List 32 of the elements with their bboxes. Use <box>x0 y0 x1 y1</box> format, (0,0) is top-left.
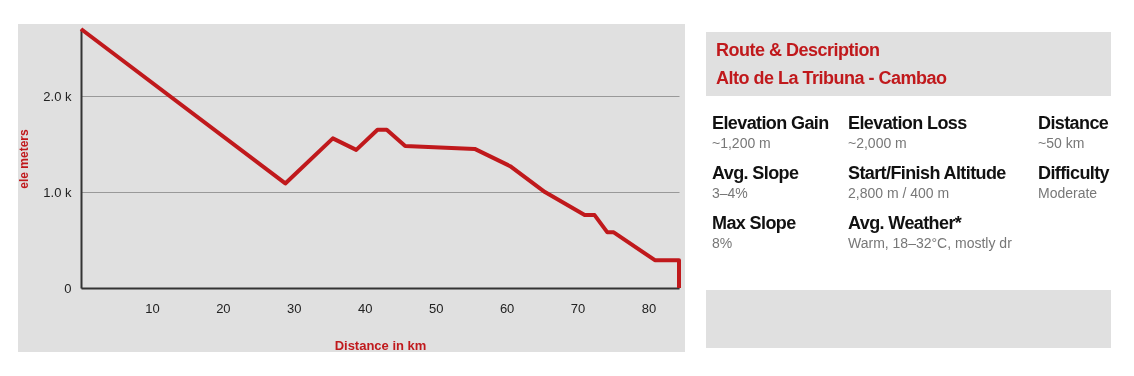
x-tick-label: 20 <box>216 300 231 316</box>
text: Route & Description <box>716 39 881 62</box>
y-tick-label: 1.0 k <box>43 184 72 200</box>
text: 8% <box>712 234 734 252</box>
x-tick-label: 60 <box>499 300 515 316</box>
x-tick-label: 70 <box>570 300 586 316</box>
x-tick-label: 40 <box>358 300 373 316</box>
line-series <box>79 27 681 290</box>
text: 3–4% <box>712 184 749 202</box>
x-axis-title: Distance in km <box>334 337 427 353</box>
text: Start/Finish Altitude <box>848 162 1006 184</box>
text: Avg. Slope <box>712 162 799 184</box>
text: Warm, 18–32°C, mostly dr <box>848 234 1012 252</box>
text: ~50 km <box>1038 134 1086 152</box>
y-tick-label: 2.0 k <box>43 88 72 104</box>
text: Difficulty <box>1038 162 1110 184</box>
text: ~1,200 m <box>712 134 772 152</box>
text: Moderate <box>1038 184 1099 202</box>
text: Elevation Gain <box>712 112 829 134</box>
text: Elevation Loss <box>848 112 967 134</box>
x-tick-label: 10 <box>145 300 160 316</box>
text: Max Slope <box>712 212 796 234</box>
x-tick-label: 30 <box>287 300 302 316</box>
text: Avg. Weather* <box>848 212 963 234</box>
text: 2,800 m / 400 m <box>848 184 951 202</box>
x-tick-label: 50 <box>428 300 444 316</box>
x-tick-label: 80 <box>641 300 657 316</box>
text: Alto de La Tribuna - Cambao <box>716 67 948 90</box>
text: ~2,000 m <box>848 134 908 152</box>
text: Distance <box>1038 112 1109 134</box>
y-axis-title: ele meters <box>17 128 32 189</box>
y-tick-label: 0 <box>64 280 72 296</box>
